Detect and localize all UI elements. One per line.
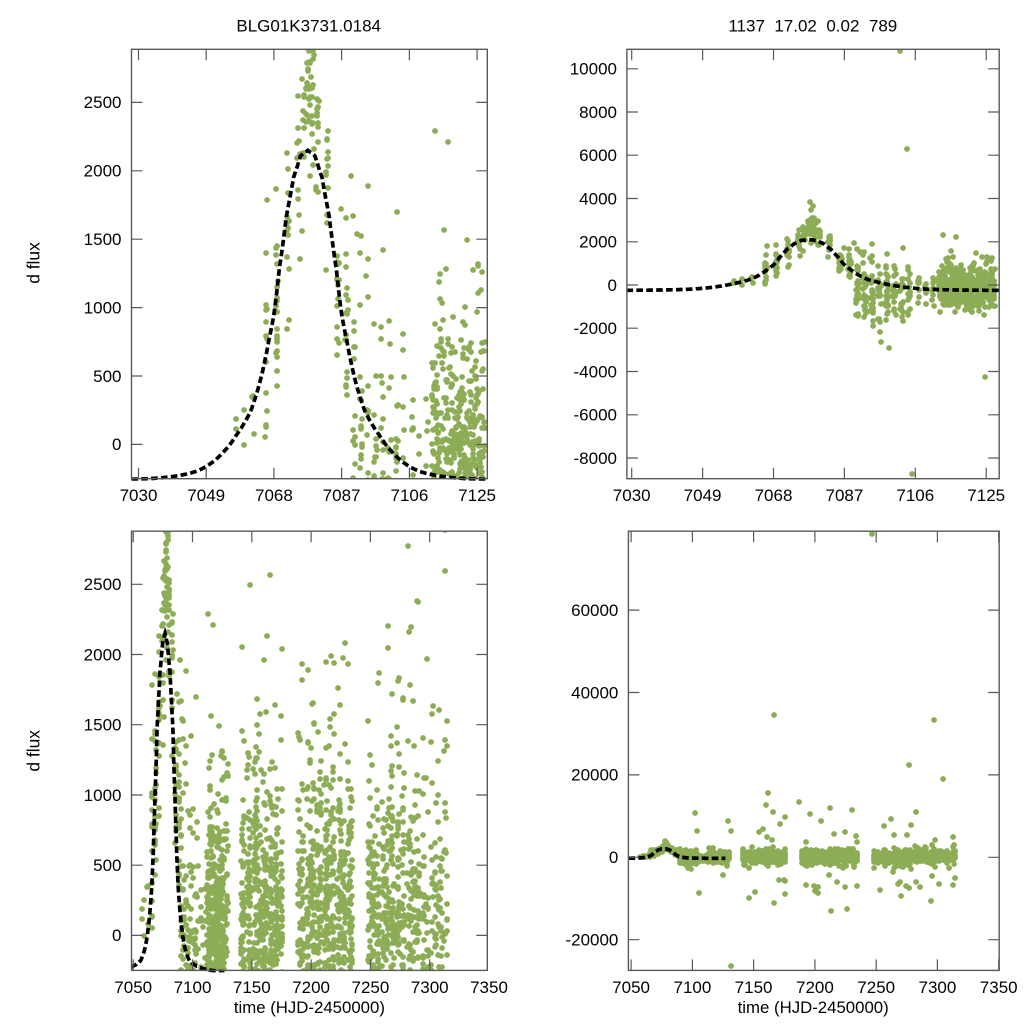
svg-text:1000: 1000 [84,298,122,317]
svg-text:7250: 7250 [857,978,895,997]
svg-text:7125: 7125 [967,486,1005,505]
svg-text:-20000: -20000 [565,931,618,950]
svg-text:1500: 1500 [84,716,122,735]
svg-text:40000: 40000 [571,683,618,702]
svg-text:2500: 2500 [84,93,122,112]
svg-text:6000: 6000 [579,146,617,165]
svg-text:0: 0 [112,435,121,454]
svg-text:2000: 2000 [579,233,617,252]
svg-text:1000: 1000 [84,786,122,805]
svg-text:1137 17.02 0.02 789: 1137 17.02 0.02 789 [728,17,897,36]
svg-text:7030: 7030 [120,486,158,505]
svg-text:20000: 20000 [571,766,618,785]
svg-text:7050: 7050 [612,978,650,997]
svg-text:7150: 7150 [233,978,271,997]
svg-text:8000: 8000 [579,103,617,122]
svg-text:7200: 7200 [796,978,834,997]
svg-text:7250: 7250 [351,978,389,997]
svg-text:0: 0 [608,276,617,295]
svg-text:2000: 2000 [84,645,122,664]
svg-text:7106: 7106 [390,486,428,505]
svg-text:7100: 7100 [174,978,212,997]
svg-text:7087: 7087 [825,486,863,505]
svg-text:7125: 7125 [458,486,496,505]
svg-text:7049: 7049 [684,486,722,505]
svg-text:60000: 60000 [571,601,618,620]
svg-text:7300: 7300 [411,978,449,997]
svg-text:7350: 7350 [980,978,1018,997]
svg-text:-6000: -6000 [574,406,617,425]
svg-text:7087: 7087 [323,486,361,505]
svg-text:7068: 7068 [755,486,793,505]
svg-text:time (HJD-2450000): time (HJD-2450000) [234,998,385,1017]
svg-text:7050: 7050 [114,978,152,997]
svg-text:7200: 7200 [292,978,330,997]
svg-text:7350: 7350 [470,978,508,997]
svg-text:7068: 7068 [255,486,293,505]
svg-text:10000: 10000 [570,60,617,79]
svg-text:-8000: -8000 [574,449,617,468]
svg-text:500: 500 [93,856,121,875]
svg-text:0: 0 [112,926,121,945]
svg-text:4000: 4000 [579,189,617,208]
svg-text:7300: 7300 [918,978,956,997]
svg-text:7100: 7100 [673,978,711,997]
svg-text:0: 0 [609,848,618,867]
svg-text:7049: 7049 [187,486,225,505]
svg-text:BLG01K3731.0184: BLG01K3731.0184 [236,17,381,36]
svg-text:time (HJD-2450000): time (HJD-2450000) [738,998,889,1017]
svg-text:1500: 1500 [84,230,122,249]
svg-text:7150: 7150 [735,978,773,997]
svg-text:500: 500 [93,367,121,386]
svg-text:2000: 2000 [84,162,122,181]
svg-text:d flux: d flux [24,730,44,772]
svg-text:-2000: -2000 [574,319,617,338]
svg-text:d flux: d flux [24,242,44,284]
svg-text:-4000: -4000 [574,362,617,381]
svg-text:2500: 2500 [84,575,122,594]
svg-text:7106: 7106 [896,486,934,505]
svg-text:7030: 7030 [613,486,651,505]
